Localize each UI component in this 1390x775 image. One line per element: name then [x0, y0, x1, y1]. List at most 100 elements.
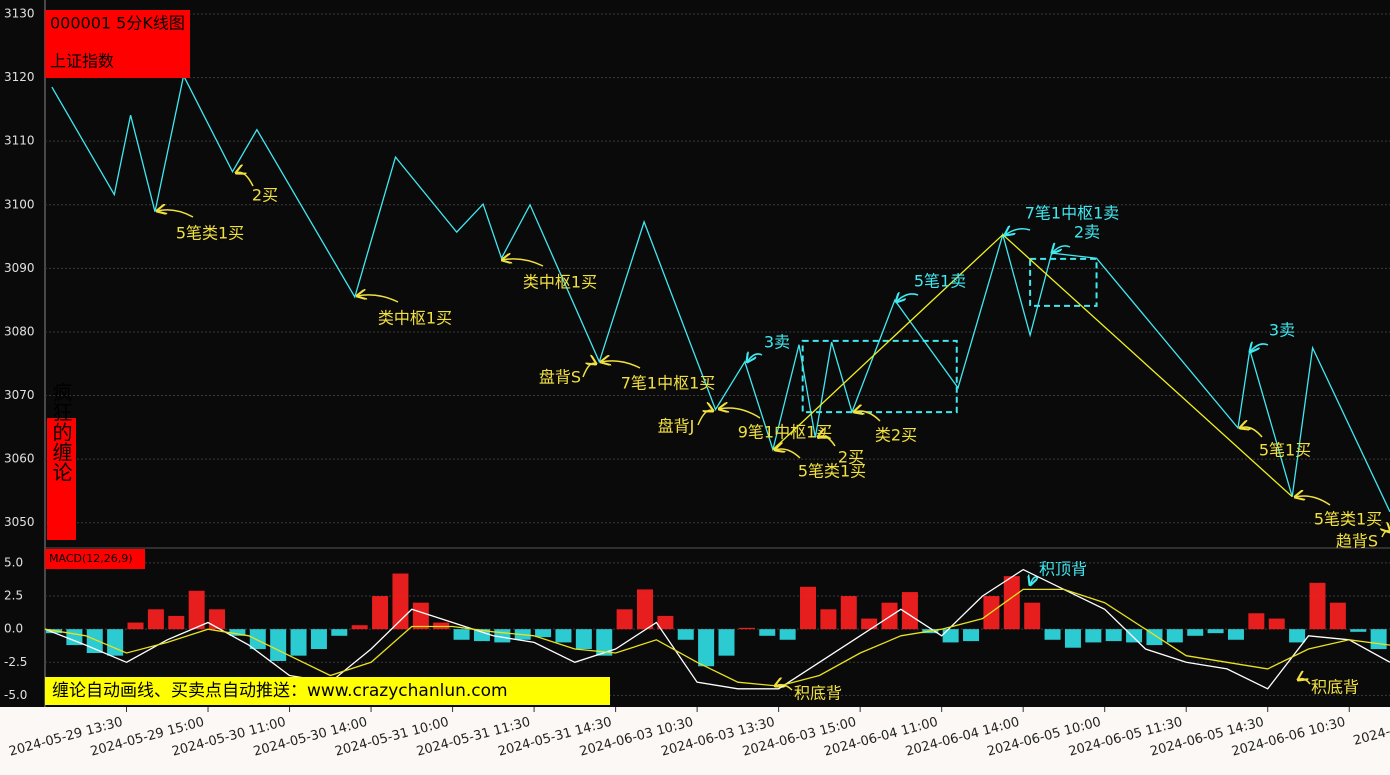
y-tick-label: 3130	[4, 6, 35, 20]
y-tick-label: 3110	[4, 134, 35, 148]
annotation-arrow	[1005, 229, 1031, 235]
annotation: 盘背J	[658, 417, 695, 436]
annotation-arrow	[1298, 679, 1311, 685]
macd-bar	[331, 629, 348, 636]
annotation: 2卖	[1074, 223, 1100, 242]
annotation: 类2买	[875, 426, 917, 445]
watermark-box	[47, 418, 76, 540]
annotation-arrow	[719, 408, 761, 419]
annotation-arrow	[818, 436, 836, 447]
macd-bar	[881, 602, 898, 630]
y-tick-label: 3070	[4, 388, 35, 402]
macd-bar	[1350, 629, 1367, 632]
macd-bar	[800, 586, 817, 630]
macd-bar	[718, 629, 735, 656]
macd-bar	[229, 629, 246, 636]
annotation-arrow	[582, 363, 596, 378]
macd-bar	[473, 629, 490, 642]
annotation: 3卖	[1269, 321, 1295, 340]
annotation-arrow	[1030, 577, 1039, 585]
annotation-arrow	[157, 210, 194, 218]
y-tick-label: 3120	[4, 70, 35, 84]
annotation: 2买	[252, 186, 278, 205]
macd-bar	[1105, 629, 1122, 642]
macd-bar	[209, 609, 226, 630]
annotation-arrow	[854, 411, 881, 422]
annotation-arrow	[1240, 427, 1263, 438]
annotation-arrow	[236, 172, 254, 187]
macd-bar	[1370, 629, 1387, 650]
macd-title: MACD(12,26,9)	[49, 552, 133, 565]
annotation: 3卖	[764, 333, 790, 352]
macd-bar	[1309, 582, 1326, 630]
x-axis-band	[0, 707, 1390, 775]
annotation: 5笔1买	[1259, 441, 1311, 460]
annotation-arrow	[1382, 531, 1390, 538]
annotation-arrow	[896, 294, 919, 302]
macd-bar	[759, 629, 776, 636]
annotation-arrow	[1250, 344, 1269, 352]
annotation-arrow	[747, 354, 763, 362]
y-tick-label: 3100	[4, 197, 35, 211]
macd-bar	[1126, 629, 1143, 643]
watermark: 疯狂的缠论	[49, 382, 73, 482]
annotation: 积顶背	[1039, 560, 1087, 579]
macd-bar	[1329, 602, 1346, 630]
macd-bar	[1289, 629, 1306, 643]
macd-bar	[1024, 602, 1041, 630]
y-tick-label: -2.5	[4, 655, 27, 669]
pen-line	[51, 73, 1390, 513]
annotation: 5笔类1买	[176, 224, 244, 243]
chart-subtitle: 上证指数	[50, 52, 114, 71]
footer: 缠论自动画线、买卖点自动推送：www.crazychanlun.com	[52, 681, 508, 701]
annotation-arrow	[775, 449, 801, 459]
macd-bar	[738, 627, 755, 630]
macd-bar	[147, 609, 164, 630]
macd-bar	[677, 629, 694, 640]
annotation-arrow	[357, 295, 399, 303]
macd-bar	[657, 615, 674, 630]
annotation: 7笔1中枢1卖	[1025, 204, 1120, 223]
macd-bar	[636, 589, 653, 630]
macd-bar	[1166, 629, 1183, 643]
macd-bar	[575, 629, 592, 650]
title-box	[45, 10, 190, 78]
y-tick-label: 3060	[4, 452, 35, 466]
macd-bar	[310, 629, 327, 650]
annotation: 盘背S	[539, 368, 581, 387]
macd-bar	[372, 596, 389, 630]
macd-bar	[412, 602, 429, 630]
macd-bar	[1187, 629, 1204, 636]
macd-bar	[1227, 629, 1244, 640]
hub	[801, 339, 958, 414]
annotation: 积底背	[794, 684, 842, 703]
macd-bar	[535, 629, 552, 638]
macd-bar	[1044, 629, 1061, 640]
background	[0, 0, 1390, 707]
annotation: 趋背S	[1336, 532, 1378, 551]
annotation: 2买	[838, 448, 864, 467]
macd-bar	[270, 629, 287, 661]
macd-bar	[1248, 613, 1265, 630]
macd-bar	[453, 629, 470, 640]
macd-bar	[840, 596, 857, 630]
macd-bar	[901, 592, 918, 630]
chart-title: 000001 5分K线图	[50, 14, 185, 33]
annotation: 5笔类1买	[1314, 510, 1382, 529]
y-tick-label: 0.0	[4, 622, 23, 636]
macd-bar	[392, 573, 409, 630]
macd-bar	[290, 629, 307, 656]
macd-bar	[127, 622, 144, 630]
macd-bar	[963, 629, 980, 642]
macd-bar	[1268, 618, 1285, 630]
annotation: 积底背	[1311, 678, 1359, 697]
annotation-arrow	[697, 410, 713, 426]
dea-line	[44, 588, 1390, 687]
annotation-arrow	[601, 361, 641, 369]
y-tick-label: 2.5	[4, 589, 23, 603]
y-tick-label: 3080	[4, 324, 35, 338]
annotation-arrow	[1295, 496, 1331, 506]
y-tick-label: 3090	[4, 261, 35, 275]
